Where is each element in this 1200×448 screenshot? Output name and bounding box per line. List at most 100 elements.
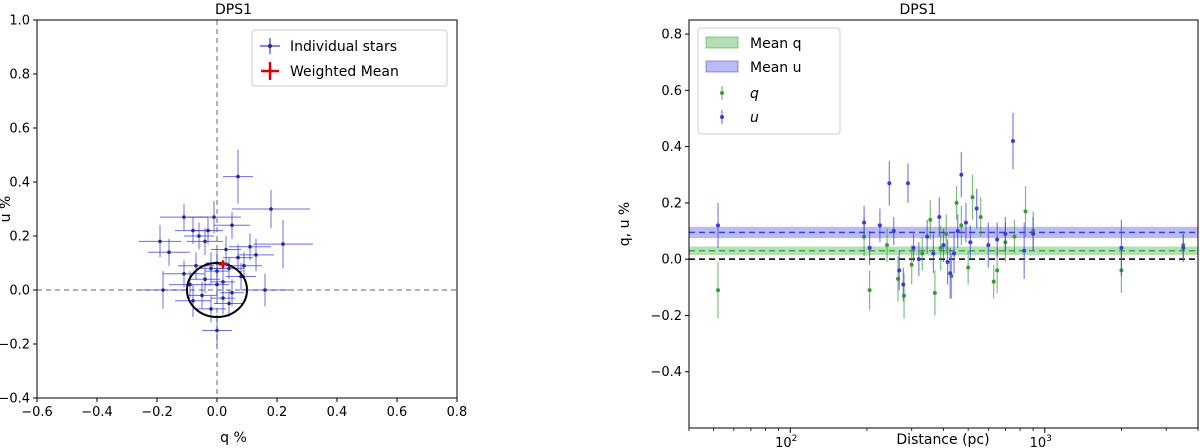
star-point bbox=[187, 200, 241, 234]
q-marker bbox=[867, 288, 872, 293]
q-marker bbox=[1012, 234, 1017, 239]
star-point bbox=[148, 238, 190, 266]
q-marker bbox=[932, 290, 937, 295]
star-point bbox=[220, 279, 244, 307]
u-point bbox=[911, 233, 916, 262]
u-marker bbox=[963, 220, 968, 225]
y-tick-label: 1.0 bbox=[9, 14, 30, 29]
q-point bbox=[1012, 219, 1017, 254]
q-marker bbox=[954, 200, 959, 205]
y-tick-label: 0.6 bbox=[9, 122, 30, 137]
u-marker bbox=[974, 206, 979, 211]
u-point bbox=[925, 219, 930, 254]
right-axis-ticks: 102 103 −0.4 −0.2 0.0 0.2 0.4 0.6 0.8 bbox=[650, 28, 1199, 448]
u-marker bbox=[897, 268, 902, 273]
u-marker bbox=[968, 240, 973, 245]
star-point bbox=[169, 271, 211, 299]
u-marker bbox=[945, 259, 950, 264]
star-marker bbox=[236, 174, 240, 179]
star-point bbox=[202, 314, 232, 347]
q-point bbox=[1023, 186, 1028, 237]
u-point bbox=[867, 231, 872, 265]
u-marker bbox=[1010, 138, 1015, 143]
q-marker bbox=[991, 279, 996, 284]
legend-label-mean-u: Mean u bbox=[750, 60, 801, 76]
u-marker bbox=[959, 172, 964, 177]
u-point bbox=[963, 202, 968, 243]
right-legend: Mean q Mean u q u bbox=[697, 27, 841, 135]
y-tick-label: 0.4 bbox=[9, 176, 30, 191]
star-marker bbox=[209, 307, 213, 311]
u-point bbox=[995, 222, 1000, 257]
q-point bbox=[715, 261, 720, 319]
star-marker bbox=[230, 223, 234, 227]
star-marker bbox=[206, 228, 210, 233]
u-point bbox=[931, 233, 936, 274]
x-tick-label: −0.4 bbox=[81, 405, 113, 420]
q-marker bbox=[966, 265, 971, 270]
star-point bbox=[187, 227, 223, 255]
u-marker bbox=[948, 271, 953, 276]
star-marker bbox=[248, 245, 252, 249]
star-point bbox=[223, 244, 253, 272]
q-marker bbox=[970, 195, 975, 200]
q-point bbox=[928, 200, 933, 240]
right-legend-box bbox=[697, 27, 841, 135]
star-marker bbox=[236, 255, 240, 260]
x-tick-label: 0.2 bbox=[267, 405, 288, 420]
star-point bbox=[190, 265, 220, 293]
star-point bbox=[193, 217, 223, 245]
y-tick-label: −0.2 bbox=[650, 309, 682, 324]
u-marker bbox=[916, 257, 921, 262]
star-point bbox=[241, 273, 289, 307]
star-marker bbox=[209, 266, 213, 271]
qu-vs-distance-chart: DPS1 102 103 −0.4 −0.2 0.0 0.2 0.4 0.6 0.8 Dista… bbox=[617, 2, 1199, 448]
u-marker bbox=[941, 243, 946, 248]
q-marker bbox=[959, 223, 964, 228]
q-marker bbox=[902, 293, 907, 298]
star-marker bbox=[161, 288, 165, 292]
legend-patch-mean-u bbox=[705, 60, 739, 73]
q-point bbox=[954, 186, 959, 220]
left-chart-title: DPS1 bbox=[215, 2, 252, 18]
x-tick-label: 103 bbox=[1030, 434, 1052, 448]
u-point bbox=[1181, 233, 1186, 262]
u-marker bbox=[911, 245, 916, 250]
left-plot-area bbox=[37, 20, 457, 398]
u-marker bbox=[877, 223, 882, 228]
u-point bbox=[955, 214, 960, 248]
star-point bbox=[139, 271, 187, 309]
u-point bbox=[715, 202, 720, 248]
left-axis-ticks: −0.6 −0.4 −0.2 0.0 0.2 0.4 0.6 0.8−0.4−0.20.00.… bbox=[0, 14, 467, 421]
y-tick-label: 0.0 bbox=[661, 253, 682, 268]
legend-patch-mean-q bbox=[705, 36, 739, 49]
star-marker bbox=[197, 234, 201, 238]
star-marker bbox=[215, 282, 219, 287]
legend-marker-q bbox=[720, 86, 724, 100]
u-marker bbox=[986, 243, 991, 248]
left-legend: Individual stars Weighted Mean bbox=[251, 29, 448, 87]
u-point bbox=[941, 228, 946, 262]
u-marker bbox=[905, 181, 910, 186]
y-tick-label: 0.8 bbox=[9, 68, 30, 83]
q-marker bbox=[715, 288, 720, 293]
u-marker bbox=[715, 223, 720, 228]
star-point bbox=[163, 260, 205, 288]
star-marker bbox=[254, 253, 258, 257]
u-point bbox=[901, 267, 906, 302]
q-marker bbox=[995, 268, 1000, 273]
u-marker bbox=[1031, 231, 1036, 236]
u-point bbox=[937, 197, 942, 237]
star-point bbox=[226, 263, 256, 290]
u-point bbox=[916, 242, 921, 277]
star-marker bbox=[224, 247, 228, 252]
star-point bbox=[184, 222, 214, 250]
star-marker bbox=[182, 215, 186, 219]
legend-marker-individual-stars bbox=[260, 38, 280, 54]
q-marker bbox=[938, 245, 943, 250]
star-point bbox=[139, 225, 181, 258]
u-marker bbox=[937, 214, 942, 219]
y-tick-label: −0.2 bbox=[0, 338, 30, 353]
u-marker bbox=[1181, 245, 1186, 250]
y-tick-label: −0.4 bbox=[0, 392, 30, 407]
